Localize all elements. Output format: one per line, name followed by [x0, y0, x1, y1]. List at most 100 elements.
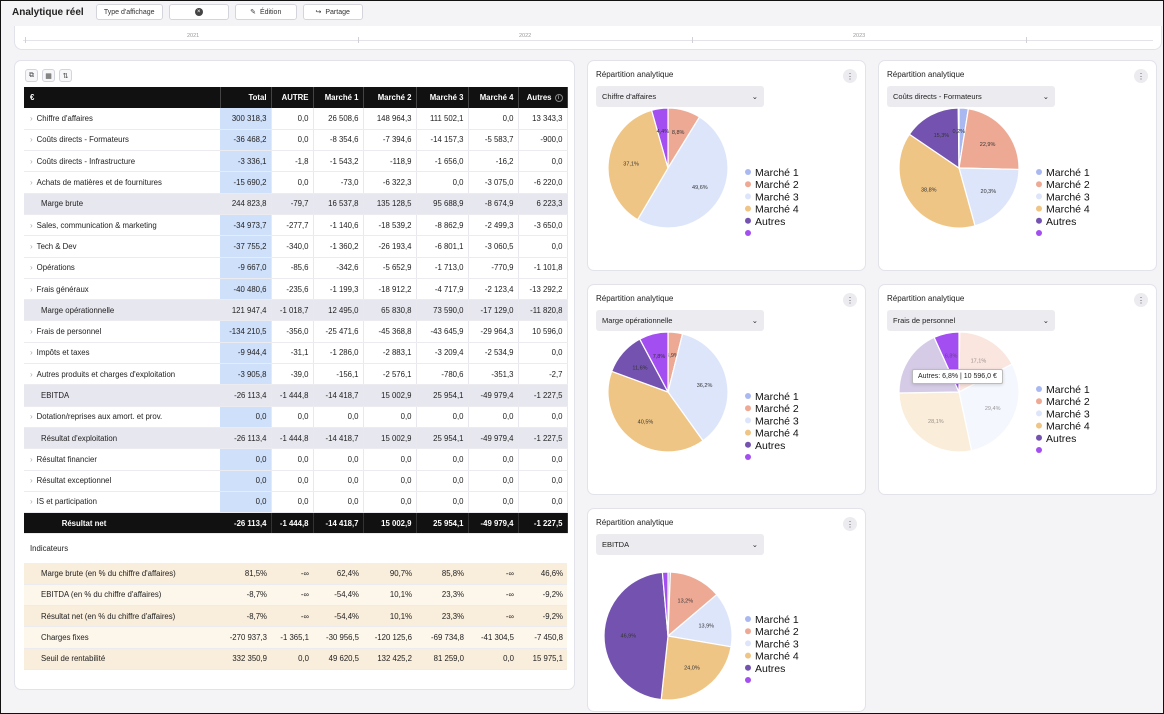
sort-icon[interactable]: ⇅	[59, 69, 72, 82]
chevron-right-icon[interactable]: ›	[30, 156, 33, 166]
column-header[interactable]: Autres i	[518, 87, 568, 108]
legend-label[interactable]: Autres	[1046, 216, 1076, 228]
pie-slice[interactable]	[958, 108, 1020, 171]
legend-label[interactable]: Marché 2	[755, 403, 799, 415]
chevron-right-icon[interactable]: ›	[30, 476, 33, 486]
table-row[interactable]: › Impôts et taxes -9 944,4 -31,1 -1 286,0 -2 …	[24, 342, 568, 365]
pie-slice[interactable]	[908, 107, 960, 170]
pie-slice[interactable]	[666, 593, 733, 648]
table-row[interactable]: › Chiffre d'affaires 300 318,3 0,0 26 508,6 1…	[24, 108, 568, 130]
legend-label[interactable]: Autres	[755, 663, 785, 675]
column-header[interactable]: €	[24, 87, 221, 108]
pie-slice[interactable]	[638, 331, 669, 393]
table-row[interactable]: › Coûts directs - Infrastructure -3 336,1-…	[24, 150, 568, 173]
pie-slice[interactable]	[660, 635, 732, 701]
legend-label[interactable]: Autres	[755, 440, 785, 452]
chevron-right-icon[interactable]: ›	[30, 241, 33, 251]
legend-label[interactable]: Marché 1	[1046, 167, 1090, 179]
copy-icon[interactable]: ⧉	[25, 69, 38, 82]
chevron-right-icon[interactable]: ›	[30, 135, 33, 145]
column-header[interactable]: Marché 1	[313, 87, 364, 108]
pie-slice[interactable]	[667, 333, 729, 442]
legend-label[interactable]: Marché 3	[1046, 191, 1090, 203]
timeline-slider[interactable]: 2021 2022 2023	[14, 26, 1162, 50]
more-menu-icon[interactable]: ⋮	[843, 517, 857, 531]
column-header[interactable]: Marché 4	[468, 87, 519, 108]
more-menu-icon[interactable]: ⋮	[1134, 293, 1148, 307]
more-menu-icon[interactable]: ⋮	[843, 293, 857, 307]
legend-label[interactable]: Marché 2	[755, 626, 799, 638]
legend-label[interactable]: Marché 1	[1046, 384, 1090, 396]
pie-slice[interactable]	[898, 133, 976, 229]
table-row[interactable]: › Frais de personnel -134 210,5 -356,0 -25 4…	[24, 320, 568, 343]
table-row[interactable]: EBITDA -26 113,4 -1 444,8 -14 418,7 15 002,9…	[24, 384, 568, 407]
pie-slice[interactable]	[636, 116, 729, 229]
pie-slice[interactable]	[650, 107, 669, 169]
legend-label[interactable]: Marché 3	[755, 638, 799, 650]
table-row[interactable]: Résultat net -26 113,4 -1 444,8 -14 418,7 15…	[24, 512, 568, 535]
display-toggle-button[interactable]: ×	[168, 4, 229, 20]
chevron-right-icon[interactable]: ›	[30, 113, 33, 123]
legend-label[interactable]: Autres	[1046, 433, 1076, 445]
legend-label[interactable]: Marché 4	[1046, 204, 1090, 216]
legend-label[interactable]: Marché 1	[755, 391, 799, 403]
chevron-right-icon[interactable]: ›	[30, 497, 33, 507]
display-type-button[interactable]: Type d'affichage	[95, 4, 163, 20]
legend-label[interactable]: Marché 3	[755, 191, 799, 203]
indicator-row[interactable]: Résultat net (en % du chiffre d'affaires…	[24, 605, 567, 628]
chevron-right-icon[interactable]: ›	[30, 284, 33, 294]
more-menu-icon[interactable]: ⋮	[843, 69, 857, 83]
table-row[interactable]: › IS et participation 0,0 0,0 0,0 0,0 0,0 0,0 0,…	[24, 491, 568, 514]
metric-select[interactable]: Coûts directs - Formateurs ⌄	[887, 86, 1055, 107]
table-row[interactable]: › Résultat exceptionnel 0,0 0,0 0,0 0,0 0,0 0,0…	[24, 470, 568, 492]
pie-slice[interactable]	[958, 167, 1020, 227]
table-row[interactable]: › Achats de matières et de fournitures -15…	[24, 171, 568, 194]
column-header[interactable]: Marché 3	[416, 87, 469, 108]
table-row[interactable]: › Dotation/reprises aux amort. et prov. 0,…	[24, 406, 568, 428]
pie-slice[interactable]	[603, 571, 669, 701]
chevron-right-icon[interactable]: ›	[30, 327, 33, 337]
chevron-right-icon[interactable]: ›	[30, 369, 33, 379]
pie-slice[interactable]	[957, 107, 960, 169]
more-menu-icon[interactable]: ⋮	[1134, 69, 1148, 83]
legend-label[interactable]: Marché 2	[1046, 179, 1090, 191]
column-header[interactable]: Total	[220, 87, 272, 108]
table-row[interactable]: Marge brute 244 823,8 -79,7 16 537,8 135 128…	[24, 193, 568, 215]
indicator-row[interactable]: Marge brute (en % du chiffre d'affaires)…	[24, 562, 567, 585]
chevron-right-icon[interactable]: ›	[30, 178, 33, 188]
table-row[interactable]: › Coûts directs - Formateurs -36 468,2 0,0-…	[24, 129, 568, 152]
legend-label[interactable]: Marché 4	[755, 204, 799, 216]
legend-label[interactable]: Autres	[755, 216, 785, 228]
table-row[interactable]: › Opérations -9 667,0 -85,6 -342,6 -5 652,9 -1…	[24, 257, 568, 279]
legend-label[interactable]: Marché 1	[755, 167, 799, 179]
indicator-row[interactable]: Seuil de rentabilité 332 350,9 0,0 49 620,5…	[24, 648, 567, 670]
legend-label[interactable]: Marché 1	[755, 614, 799, 626]
table-row[interactable]: Marge opérationnelle 121 947,4 -1 018,7 12 …	[24, 299, 568, 322]
chevron-right-icon[interactable]: ›	[30, 220, 33, 230]
table-row[interactable]: › Résultat financier 0,0 0,0 0,0 0,0 0,0 0,0 0,0	[24, 448, 568, 471]
legend-label[interactable]: Marché 4	[755, 428, 799, 440]
export-icon[interactable]: ▦	[42, 69, 55, 82]
metric-select[interactable]: EBITDA ⌄	[596, 534, 764, 555]
share-button[interactable]: ↪ Partage	[302, 4, 363, 20]
legend-label[interactable]: Marché 3	[1046, 408, 1090, 420]
legend-label[interactable]: Marché 2	[1046, 396, 1090, 408]
table-row[interactable]: Résultat d'exploitation -26 113,4 -1 444,8…	[24, 427, 568, 450]
legend-label[interactable]: Marché 4	[1046, 421, 1090, 433]
metric-select[interactable]: Frais de personnel ⌄	[887, 310, 1055, 331]
legend-label[interactable]: Marché 4	[755, 651, 799, 663]
chevron-right-icon[interactable]: ›	[30, 348, 33, 358]
chevron-right-icon[interactable]: ›	[30, 454, 33, 464]
column-header[interactable]: Marché 2	[363, 87, 417, 108]
legend-label[interactable]: Marché 3	[755, 415, 799, 427]
table-row[interactable]: › Sales, communication & marketing -34 973…	[24, 214, 568, 237]
edit-button[interactable]: ✎ Édition	[234, 4, 297, 20]
table-row[interactable]: › Tech & Dev -37 755,2 -340,0 -1 360,2 -26 19…	[24, 235, 568, 258]
column-header[interactable]: AUTRE	[271, 87, 314, 108]
pie-slice[interactable]	[898, 391, 973, 453]
table-row[interactable]: › Frais généraux -40 480,6 -235,6 -1 199,3 -1…	[24, 278, 568, 301]
metric-select[interactable]: Marge opérationnelle ⌄	[596, 310, 764, 331]
table-row[interactable]: › Autres produits et charges d'exploitati…	[24, 363, 568, 386]
chevron-right-icon[interactable]: ›	[30, 263, 33, 273]
pie-slice[interactable]	[661, 571, 669, 637]
